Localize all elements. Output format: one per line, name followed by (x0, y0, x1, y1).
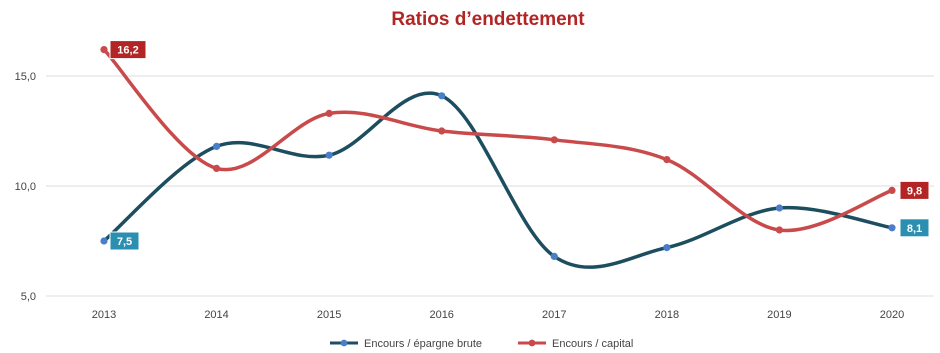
x-tick-label: 2020 (880, 309, 904, 321)
y-tick-label: 15,0 (15, 71, 36, 83)
series-line-1 (102, 91, 894, 269)
data-label: 9,8 (899, 180, 930, 200)
x-tick-label: 2013 (92, 309, 116, 321)
x-tick-label: 2018 (655, 309, 679, 321)
data-label-box (109, 231, 140, 251)
data-label-box (899, 180, 930, 200)
series-1-point (775, 204, 784, 212)
series-2-point (550, 136, 558, 144)
legend-swatch-marker (340, 339, 348, 347)
data-label: 16,2 (109, 40, 147, 60)
series-2-point (888, 186, 896, 194)
x-tick-label: 2017 (542, 309, 566, 321)
data-label-box (899, 218, 930, 238)
series-2-point (325, 109, 333, 117)
data-label: 7,5 (109, 231, 140, 251)
y-tick-label: 5,0 (21, 291, 36, 303)
series-1-point (212, 142, 221, 150)
data-label-text: 9,8 (907, 185, 922, 197)
y-tick-label: 10,0 (15, 181, 36, 193)
x-axis-ticks: 2013 2014 2015 2016 2017 2018 2019 2020 (92, 309, 904, 321)
series-1-point (438, 92, 446, 100)
data-label-text: 7,5 (117, 236, 132, 248)
series-2-point (438, 127, 446, 135)
series-2-point (663, 156, 671, 164)
x-tick-label: 2014 (204, 309, 228, 321)
series-2-point (212, 164, 221, 172)
series-1-point (325, 151, 333, 159)
data-label-text: 8,1 (907, 223, 922, 235)
chart-title: Ratios d’endettement (391, 9, 585, 30)
series-1-point (100, 237, 108, 245)
series-1-point (663, 244, 671, 252)
legend-label: Encours / capital (552, 338, 633, 350)
data-labels-group: 7,5 8,1 16,2 9,8 (109, 40, 930, 251)
x-tick-label: 2019 (767, 309, 791, 321)
series-group (100, 46, 896, 269)
data-label: 8,1 (899, 218, 930, 238)
gridlines (46, 75, 934, 297)
series-2-point (100, 46, 108, 54)
data-label-box (109, 40, 147, 60)
series-2-point (775, 226, 784, 234)
x-tick-label: 2015 (317, 309, 341, 321)
series-line-2 (102, 47, 894, 233)
legend: Encours / épargne brute Encours / capital (330, 338, 633, 350)
data-label-text: 16,2 (117, 45, 138, 57)
x-tick-label: 2016 (429, 309, 453, 321)
series-1-point (888, 224, 896, 232)
legend-item: Encours / épargne brute (330, 338, 482, 350)
legend-label: Encours / épargne brute (364, 338, 482, 350)
y-axis-ticks: 5,0 10,0 15,0 (15, 71, 36, 303)
legend-item: Encours / capital (518, 338, 633, 350)
series-1-point (550, 252, 558, 260)
legend-swatch-marker (528, 339, 536, 347)
